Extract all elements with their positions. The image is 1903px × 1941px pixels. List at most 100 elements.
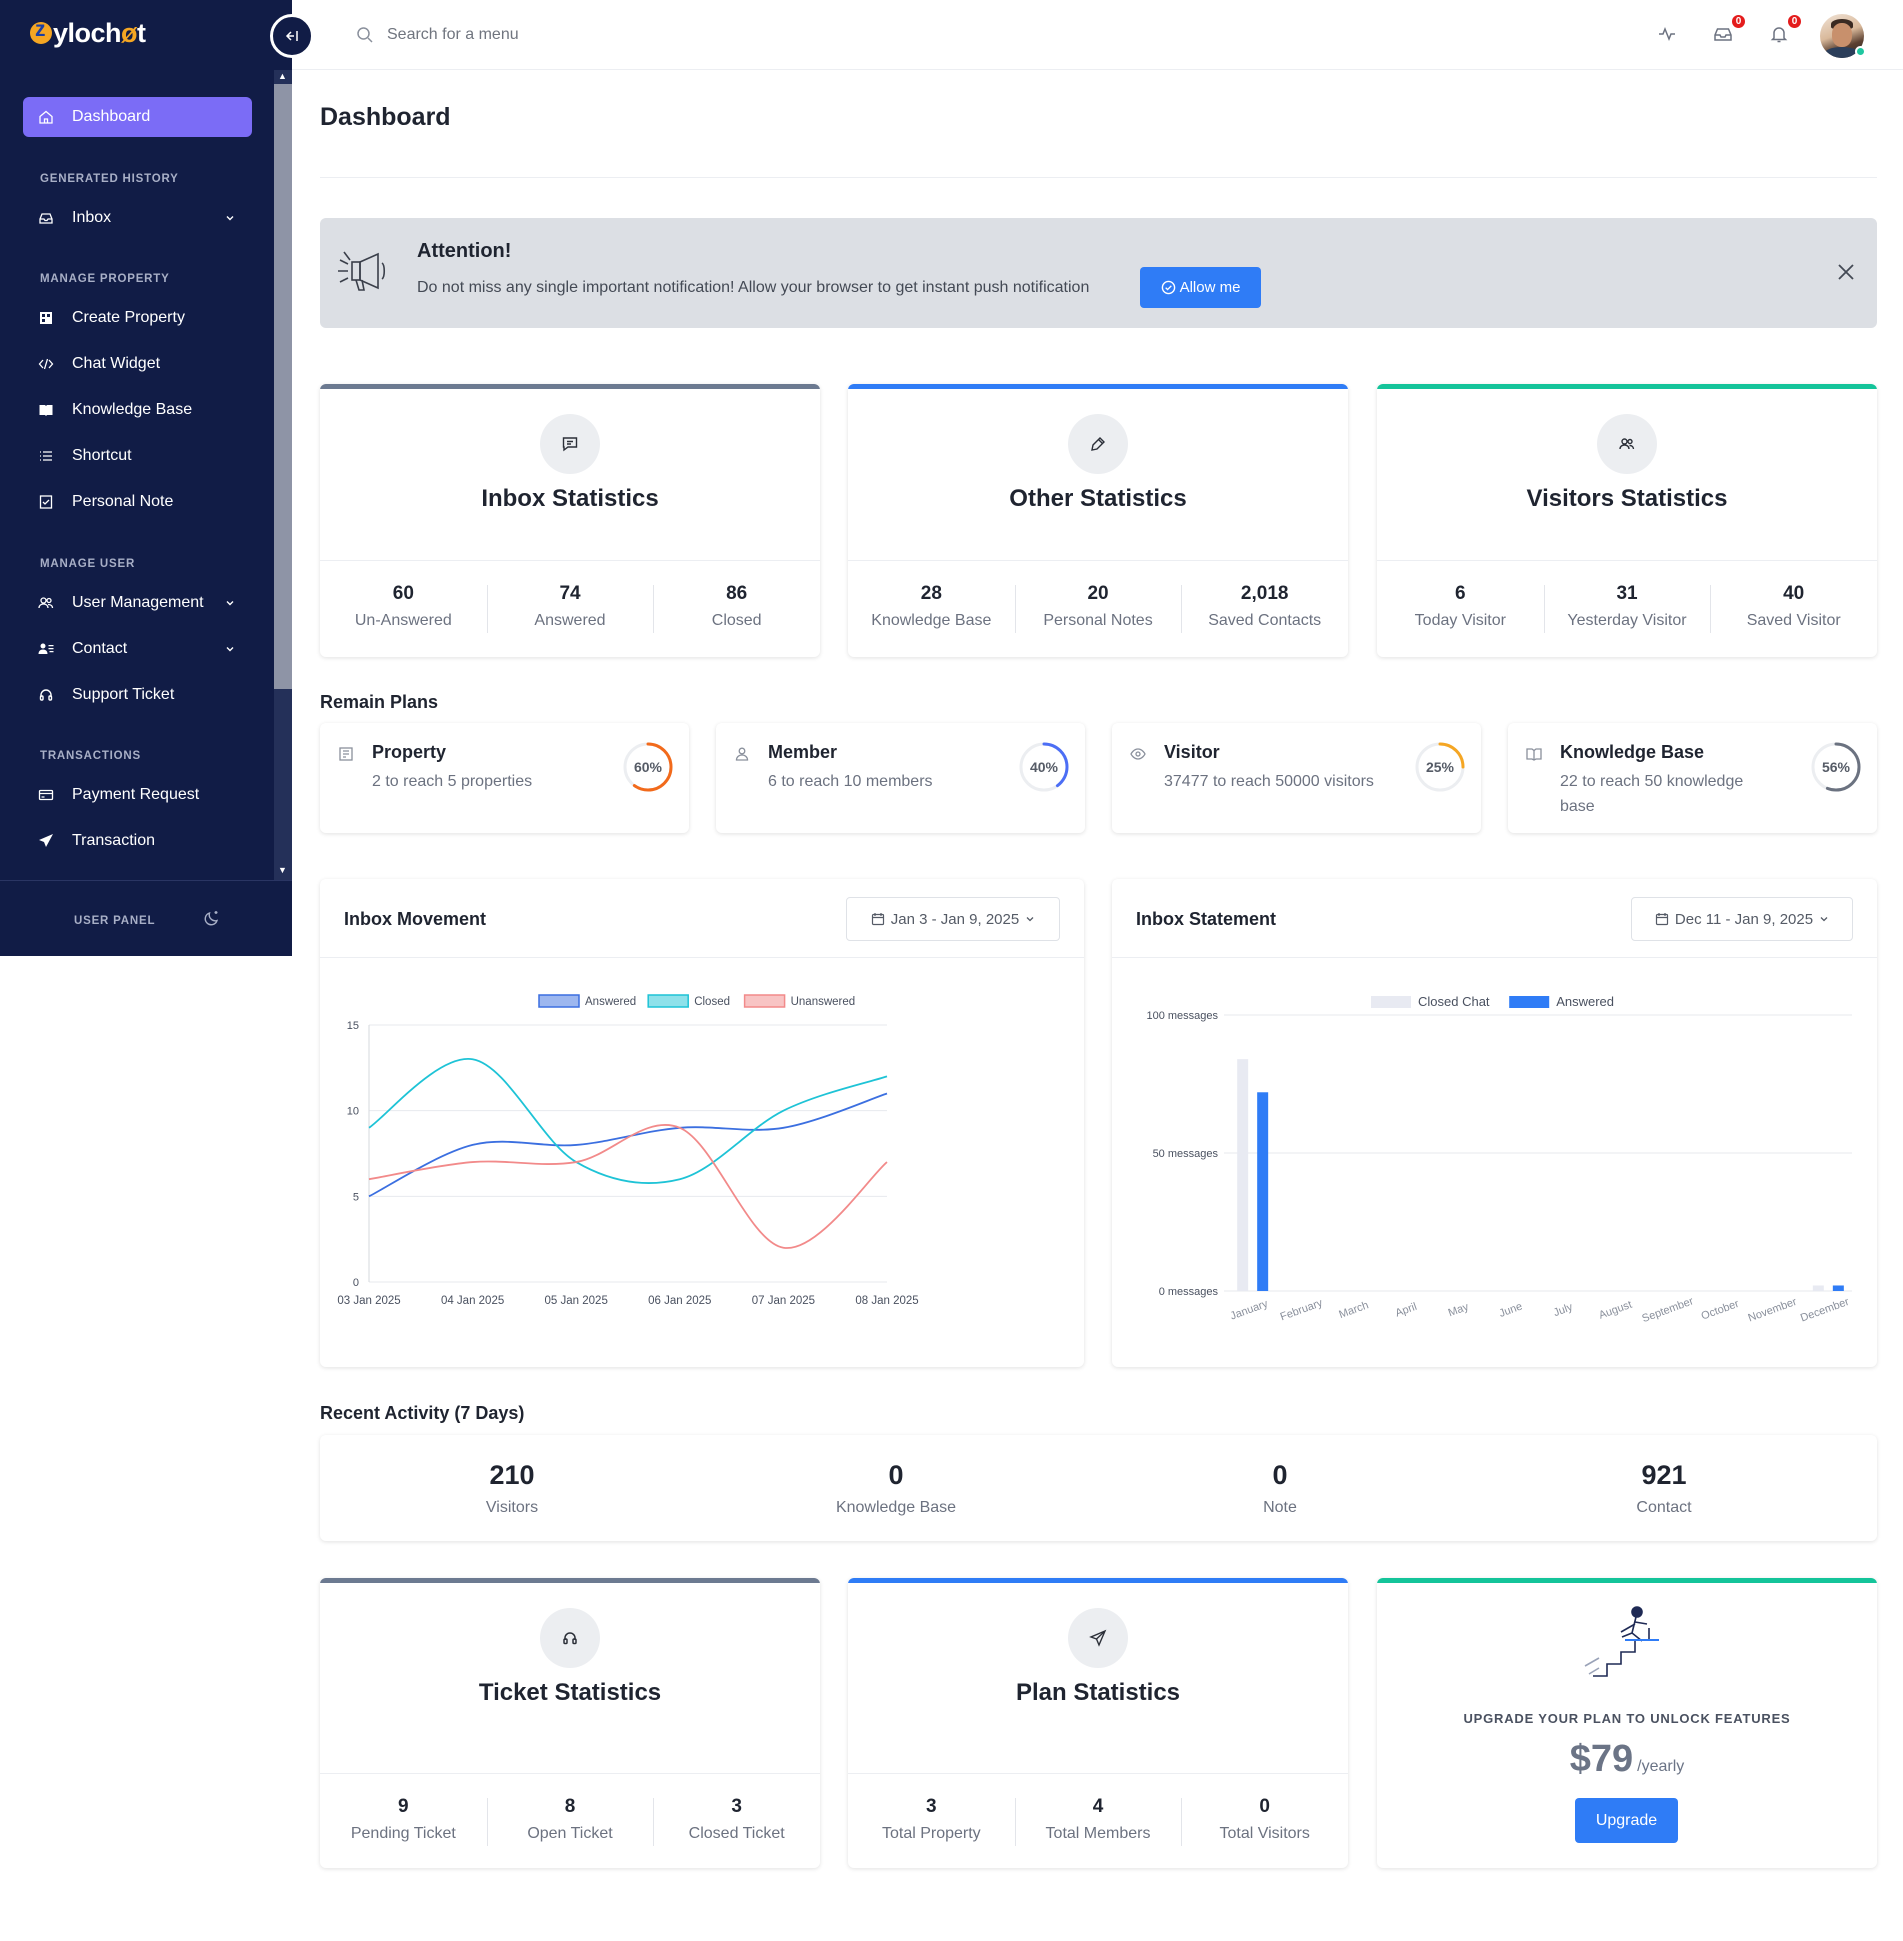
stat-value: 3	[731, 1796, 742, 1817]
sidebar-item-knowledge-base[interactable]: Knowledge Base	[23, 390, 252, 430]
alert-message: Do not miss any single important notific…	[417, 279, 1090, 296]
stat-saved-visitor: 40 Saved Visitor	[1710, 560, 1877, 657]
credit-card-icon	[37, 786, 55, 804]
stat-open-ticket: 8 Open Ticket	[486, 1773, 654, 1868]
notification-badge: 0	[1786, 13, 1803, 30]
recent-contact: 921 Contact	[1472, 1435, 1856, 1541]
chevron-down-icon	[224, 596, 236, 614]
allow-me-label: Allow me	[1179, 279, 1241, 296]
recent-label: Visitors	[485, 1498, 539, 1516]
upgrade-button[interactable]: Upgrade	[1575, 1798, 1678, 1843]
sidebar-item-label: Support Ticket	[72, 686, 175, 703]
moon-icon[interactable]	[203, 909, 221, 932]
activity-icon[interactable]	[1657, 24, 1679, 46]
sidebar-item-support-ticket[interactable]: Support Ticket	[23, 675, 252, 715]
plan-percent: 40%	[1029, 759, 1059, 775]
list-icon	[37, 447, 55, 465]
upgrade-price: $79/yearly	[1377, 1738, 1877, 1781]
send-icon	[1068, 1608, 1128, 1668]
sidebar-item-dashboard[interactable]: Dashboard	[23, 97, 252, 137]
stat-answered: 74 Answered	[486, 560, 654, 657]
sidebar-item-label: Contact	[72, 640, 128, 657]
recent-value: 0	[888, 1459, 904, 1490]
price-amount: $79	[1569, 1738, 1634, 1780]
bar-answered	[1257, 1092, 1269, 1291]
sidebar-item-label: Dashboard	[72, 108, 151, 125]
recent-label: Knowledge Base	[835, 1498, 957, 1516]
plan-desc: 22 to reach 50 knowledge base	[1560, 773, 1744, 815]
y-tick-label: 10	[347, 1106, 359, 1118]
plan-statistics-card: Plan Statistics 3 Total Property 4 Total M…	[848, 1578, 1348, 1868]
logo[interactable]: ylochøt	[30, 18, 146, 49]
sidebar-item-user-management[interactable]: User Management	[23, 583, 252, 623]
stat-label: Personal Notes	[1043, 612, 1153, 629]
recent-activity-title: Recent Activity (7 Days)	[320, 1403, 525, 1423]
stat-label: Total Members	[1045, 1825, 1151, 1842]
sidebar-item-payment-request[interactable]: Payment Request	[23, 775, 252, 815]
user-panel-label: USER PANEL	[74, 915, 156, 927]
search-icon	[356, 26, 374, 49]
sidebar-item-transaction[interactable]: Transaction	[23, 821, 252, 861]
sidebar-item-chat-widget[interactable]: Chat Widget	[23, 344, 252, 384]
alert-title: Attention!	[417, 240, 512, 262]
sidebar-item-label: Personal Note	[72, 493, 174, 510]
sidebar: ylochøt Dashboard GENERATED HISTORY Inbo…	[0, 0, 292, 956]
scroll-down-icon[interactable]: ▼	[278, 865, 287, 875]
sidebar-item-contact[interactable]: Contact	[23, 629, 252, 669]
x-tick-label: March	[1337, 1299, 1370, 1321]
search-input[interactable]	[387, 22, 687, 48]
sidebar-item-create-property[interactable]: Create Property	[23, 298, 252, 338]
stat-label: Total Property	[881, 1825, 981, 1842]
check-circle-icon	[1161, 280, 1175, 295]
chart-title: Inbox Statement	[1136, 909, 1277, 929]
inbox-movement-chart: 0 5 10 15 03 Jan 2025 04 Jan 2025 05 Jan 2025 0…	[337, 994, 919, 1307]
visitors-statistics-card: Visitors Statistics 6 Today Visitor 31 Yes…	[1377, 384, 1877, 657]
stat-value: 6	[1455, 583, 1466, 604]
divider	[320, 177, 1877, 178]
series-line-closed	[368, 1058, 888, 1184]
logo-o-icon: ø	[121, 18, 138, 48]
inbox-statistics-card: Inbox Statistics 60 Un-Answered 74 Answere…	[320, 384, 820, 657]
card-title: Inbox Statistics	[481, 485, 659, 512]
chat-icon	[540, 414, 600, 474]
stat-label: Saved Contacts	[1208, 612, 1322, 629]
scroll-up-icon[interactable]: ▲	[278, 71, 287, 81]
megaphone-icon	[338, 246, 400, 301]
sidebar-scrollbar[interactable]: ▲ ▼	[274, 70, 292, 880]
sidebar-item-shortcut[interactable]: Shortcut	[23, 436, 252, 476]
sidebar-item-label: User Management	[72, 594, 204, 611]
avatar[interactable]	[1820, 14, 1864, 58]
stat-value: 86	[726, 583, 748, 604]
allow-me-button[interactable]: Allow me	[1140, 267, 1261, 308]
collapse-sidebar-button[interactable]	[270, 14, 314, 58]
climbing-stairs-illustration-icon	[1583, 1604, 1671, 1685]
x-tick-label: 08 Jan 2025	[855, 1295, 918, 1307]
y-tick-label: 0	[353, 1277, 359, 1289]
close-icon[interactable]	[1836, 262, 1856, 287]
sidebar-item-label: Payment Request	[72, 786, 200, 803]
stat-total-visitors: 0 Total Visitors	[1181, 1773, 1348, 1868]
legend-swatch-unanswered	[743, 994, 786, 1008]
inbox-badge: 0	[1730, 13, 1747, 30]
home-icon	[37, 108, 55, 126]
date-range-select[interactable]: Jan 3 - Jan 9, 2025	[846, 897, 1060, 941]
series-line-answered	[368, 1092, 888, 1198]
bell-icon[interactable]: 0	[1769, 13, 1803, 46]
stat-closed-ticket: 3 Closed Ticket	[653, 1773, 820, 1868]
x-tick-label: October	[1700, 1298, 1741, 1323]
date-range-select[interactable]: Dec 11 - Jan 9, 2025	[1631, 897, 1853, 941]
sidebar-item-inbox[interactable]: Inbox	[23, 198, 252, 238]
calendar-icon	[871, 913, 884, 926]
calendar-icon	[1655, 913, 1669, 926]
upgrade-headline: UPGRADE YOUR PLAN TO UNLOCK FEATURES	[1463, 1711, 1791, 1726]
note-icon	[37, 493, 55, 511]
stat-value: 40	[1783, 583, 1805, 604]
inbox-icon[interactable]: 0	[1713, 13, 1747, 46]
sidebar-item-label: Knowledge Base	[72, 401, 193, 418]
stat-label: Pending Ticket	[350, 1825, 456, 1842]
sidebar-item-personal-note[interactable]: Personal Note	[23, 482, 252, 522]
stat-label: Un-Answered	[354, 612, 452, 629]
logo-text-3: t	[137, 18, 146, 48]
scrollbar-thumb[interactable]	[274, 84, 292, 689]
logo-text: ylo	[53, 18, 91, 48]
